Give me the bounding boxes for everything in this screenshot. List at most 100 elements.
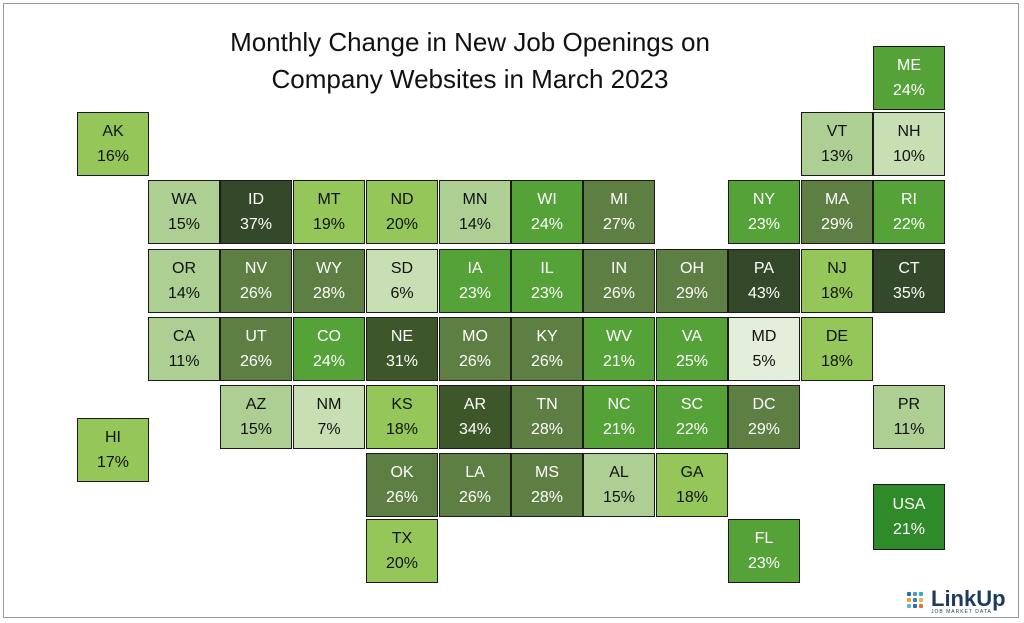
state-tile-wy: WY 28% <box>293 249 365 313</box>
state-tile-al: AL 15% <box>583 453 655 517</box>
state-value-label: 26% <box>602 285 636 302</box>
state-tile-ca: CA 11% <box>148 317 220 381</box>
state-value-label: 34% <box>458 421 492 438</box>
state-value-label: 18% <box>385 421 419 438</box>
state-tile-ms: MS 28% <box>511 453 583 517</box>
state-abbr-label: KY <box>536 328 558 345</box>
state-value-label: 26% <box>530 353 564 370</box>
state-tile-tx: TX 20% <box>366 519 438 583</box>
state-abbr-label: MD <box>751 328 777 345</box>
state-tile-nj: NJ 18% <box>801 249 873 313</box>
state-tile-mo: MO 26% <box>439 317 511 381</box>
state-value-label: 7% <box>317 421 341 438</box>
state-tile-ri: RI 22% <box>873 180 945 244</box>
state-tile-nm: NM 7% <box>293 385 365 449</box>
state-value-label: 28% <box>530 421 564 438</box>
state-value-label: 21% <box>892 521 926 538</box>
state-abbr-label: MN <box>462 191 488 208</box>
state-tile-ar: AR 34% <box>439 385 511 449</box>
state-value-label: 29% <box>675 285 709 302</box>
state-abbr-label: SC <box>680 396 704 413</box>
state-tile-co: CO 24% <box>293 317 365 381</box>
state-value-label: 20% <box>385 216 419 233</box>
state-value-label: 29% <box>820 216 854 233</box>
state-value-label: 26% <box>239 353 273 370</box>
state-tile-de: DE 18% <box>801 317 873 381</box>
state-abbr-label: MI <box>610 191 628 208</box>
state-value-label: 20% <box>385 555 419 572</box>
state-abbr-label: NV <box>244 260 268 277</box>
state-value-label: 26% <box>385 489 419 506</box>
state-value-label: 6% <box>390 285 414 302</box>
state-value-label: 16% <box>96 148 130 165</box>
state-value-label: 22% <box>892 216 926 233</box>
state-tile-usa: USA 21% <box>873 484 945 550</box>
state-abbr-label: FL <box>754 530 774 547</box>
state-value-label: 21% <box>602 421 636 438</box>
state-abbr-label: MS <box>535 464 559 481</box>
state-tile-md: MD 5% <box>728 317 800 381</box>
state-value-label: 18% <box>675 489 709 506</box>
state-value-label: 24% <box>530 216 564 233</box>
state-value-label: 35% <box>892 285 926 302</box>
state-tile-mt: MT 19% <box>293 180 365 244</box>
state-abbr-label: SD <box>390 260 414 277</box>
state-abbr-label: KS <box>391 396 413 413</box>
state-tile-wv: WV 21% <box>583 317 655 381</box>
state-value-label: 29% <box>747 421 781 438</box>
state-abbr-label: NE <box>390 328 414 345</box>
logo-name: LinkUp <box>931 586 1006 611</box>
state-abbr-label: USA <box>892 496 926 513</box>
state-abbr-label: ND <box>390 191 414 208</box>
state-value-label: 23% <box>458 285 492 302</box>
state-abbr-label: IA <box>467 260 483 277</box>
state-tile-nv: NV 26% <box>220 249 292 313</box>
state-abbr-label: MA <box>825 191 849 208</box>
dot-grid-icon <box>905 589 927 611</box>
state-abbr-label: OK <box>390 464 414 481</box>
state-value-label: 24% <box>312 353 346 370</box>
chart-title: Monthly Change in New Job Openings on Co… <box>170 24 770 98</box>
state-abbr-label: MO <box>462 328 488 345</box>
state-abbr-label: WA <box>171 191 197 208</box>
state-abbr-label: GA <box>680 464 704 481</box>
state-value-label: 5% <box>752 353 776 370</box>
state-abbr-label: IN <box>611 260 627 277</box>
state-abbr-label: WI <box>537 191 557 208</box>
state-tile-ga: GA 18% <box>656 453 728 517</box>
state-value-label: 11% <box>893 421 925 438</box>
state-abbr-label: HI <box>105 429 121 446</box>
state-value-label: 25% <box>675 353 709 370</box>
linkup-logo: LinkUp JOB MARKET DATA <box>905 586 1006 615</box>
state-abbr-label: NH <box>897 123 921 140</box>
state-tile-hi: HI 17% <box>77 418 149 482</box>
state-abbr-label: AK <box>102 123 124 140</box>
state-tile-oh: OH 29% <box>656 249 728 313</box>
state-value-label: 15% <box>602 489 636 506</box>
state-abbr-label: PA <box>753 260 775 277</box>
state-value-label: 13% <box>820 148 854 165</box>
state-tile-vt: VT 13% <box>801 112 873 176</box>
state-value-label: 26% <box>239 285 273 302</box>
state-tile-pr: PR 11% <box>873 385 945 449</box>
state-value-label: 22% <box>675 421 709 438</box>
state-tile-mn: MN 14% <box>439 180 511 244</box>
state-tile-fl: FL 23% <box>728 519 800 583</box>
state-abbr-label: NJ <box>827 260 847 277</box>
state-tile-tn: TN 28% <box>511 385 583 449</box>
state-abbr-label: WV <box>606 328 632 345</box>
state-abbr-label: AZ <box>245 396 267 413</box>
state-tile-il: IL 23% <box>511 249 583 313</box>
state-tile-id: ID 37% <box>220 180 292 244</box>
state-abbr-label: TX <box>391 530 413 547</box>
state-abbr-label: NY <box>752 191 776 208</box>
state-value-label: 26% <box>458 353 492 370</box>
state-tile-ky: KY 26% <box>511 317 583 381</box>
state-value-label: 21% <box>602 353 636 370</box>
state-abbr-label: OH <box>680 260 704 277</box>
state-tile-az: AZ 15% <box>220 385 292 449</box>
state-value-label: 27% <box>602 216 636 233</box>
state-value-label: 11% <box>168 353 200 370</box>
state-value-label: 26% <box>458 489 492 506</box>
state-tile-ma: MA 29% <box>801 180 873 244</box>
